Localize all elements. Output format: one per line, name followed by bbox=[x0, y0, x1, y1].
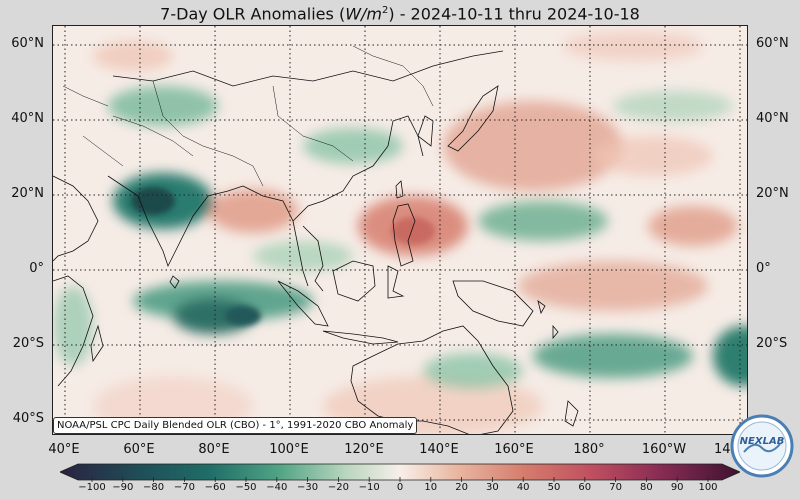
colorbar-tick-label: −30 bbox=[297, 482, 319, 493]
lat-label-left: 40°S bbox=[12, 411, 44, 426]
colorbar-tick-label: 80 bbox=[640, 482, 653, 493]
colorbar-tick-label: −10 bbox=[358, 482, 380, 493]
lon-label: 160°E bbox=[494, 442, 534, 457]
lat-label-left: 60°N bbox=[11, 36, 44, 51]
nexlab-logo: NEXLAB bbox=[730, 414, 794, 478]
lat-label-right: 0° bbox=[756, 261, 771, 276]
map-title: 7-Day OLR Anomalies (W/m2) - 2024-10-11 … bbox=[160, 4, 640, 24]
colorbar-tick-label: 20 bbox=[455, 482, 468, 493]
lon-label: 140°E bbox=[419, 442, 459, 457]
colorbar-tick-label: −60 bbox=[204, 482, 226, 493]
colorbar-tick-label: 90 bbox=[670, 482, 684, 493]
colorbar-tick-label: −50 bbox=[235, 482, 257, 493]
lon-label: 160°W bbox=[641, 442, 687, 457]
lon-label: 180° bbox=[573, 442, 605, 457]
colorbar-tick-label: −100 bbox=[78, 482, 106, 493]
colorbar-ramp bbox=[59, 463, 741, 482]
colorbar-tick-label: −70 bbox=[173, 482, 195, 493]
colorbar-tick-label: 10 bbox=[424, 482, 438, 493]
lat-label-right: 20°N bbox=[756, 186, 789, 201]
lat-label-right: 20°S bbox=[756, 336, 788, 351]
lat-label-left: 20°N bbox=[11, 186, 44, 201]
colorbar-tick-label: −90 bbox=[112, 482, 134, 493]
colorbar-tick-label: −40 bbox=[266, 482, 288, 493]
colorbar-tick-label: 50 bbox=[547, 482, 561, 493]
lon-label: 60°E bbox=[123, 442, 155, 457]
map-canvas bbox=[53, 26, 747, 434]
colorbar-tick-label: 0 bbox=[396, 482, 404, 493]
colorbar-tick-label: 70 bbox=[609, 482, 622, 493]
lon-label: 80°E bbox=[198, 442, 230, 457]
lon-label: 120°E bbox=[344, 442, 384, 457]
lat-label-left: 0° bbox=[29, 261, 44, 276]
colorbar-tick-label: 40 bbox=[516, 482, 530, 493]
data-source-credit: NOAA/PSL CPC Daily Blended OLR (CBO) - 1… bbox=[53, 417, 418, 434]
coastlines bbox=[53, 45, 579, 434]
colorbar-tick-label: −80 bbox=[143, 482, 165, 493]
colorbar-tick-label: −20 bbox=[327, 482, 349, 493]
lon-label: 14 bbox=[714, 442, 731, 457]
lon-label: 100°E bbox=[269, 442, 309, 457]
lat-label-left: 40°N bbox=[11, 111, 44, 126]
svg-text:NEXLAB: NEXLAB bbox=[740, 436, 785, 447]
lon-label: 40°E bbox=[48, 442, 80, 457]
lat-label-right: 40°N bbox=[756, 111, 789, 126]
lat-label-left: 20°S bbox=[12, 336, 44, 351]
colorbar: −100 −90 −80 −70 −60 −50 −40 −30 −20 −10 0 10 20 30 40… bbox=[59, 462, 741, 498]
colorbar-tick-label: 100 bbox=[698, 482, 718, 493]
olr-anomaly-map bbox=[52, 25, 748, 435]
colorbar-tick-label: 60 bbox=[578, 482, 592, 493]
colorbar-tick-label: 30 bbox=[486, 482, 499, 493]
lat-label-right: 60°N bbox=[756, 36, 789, 51]
